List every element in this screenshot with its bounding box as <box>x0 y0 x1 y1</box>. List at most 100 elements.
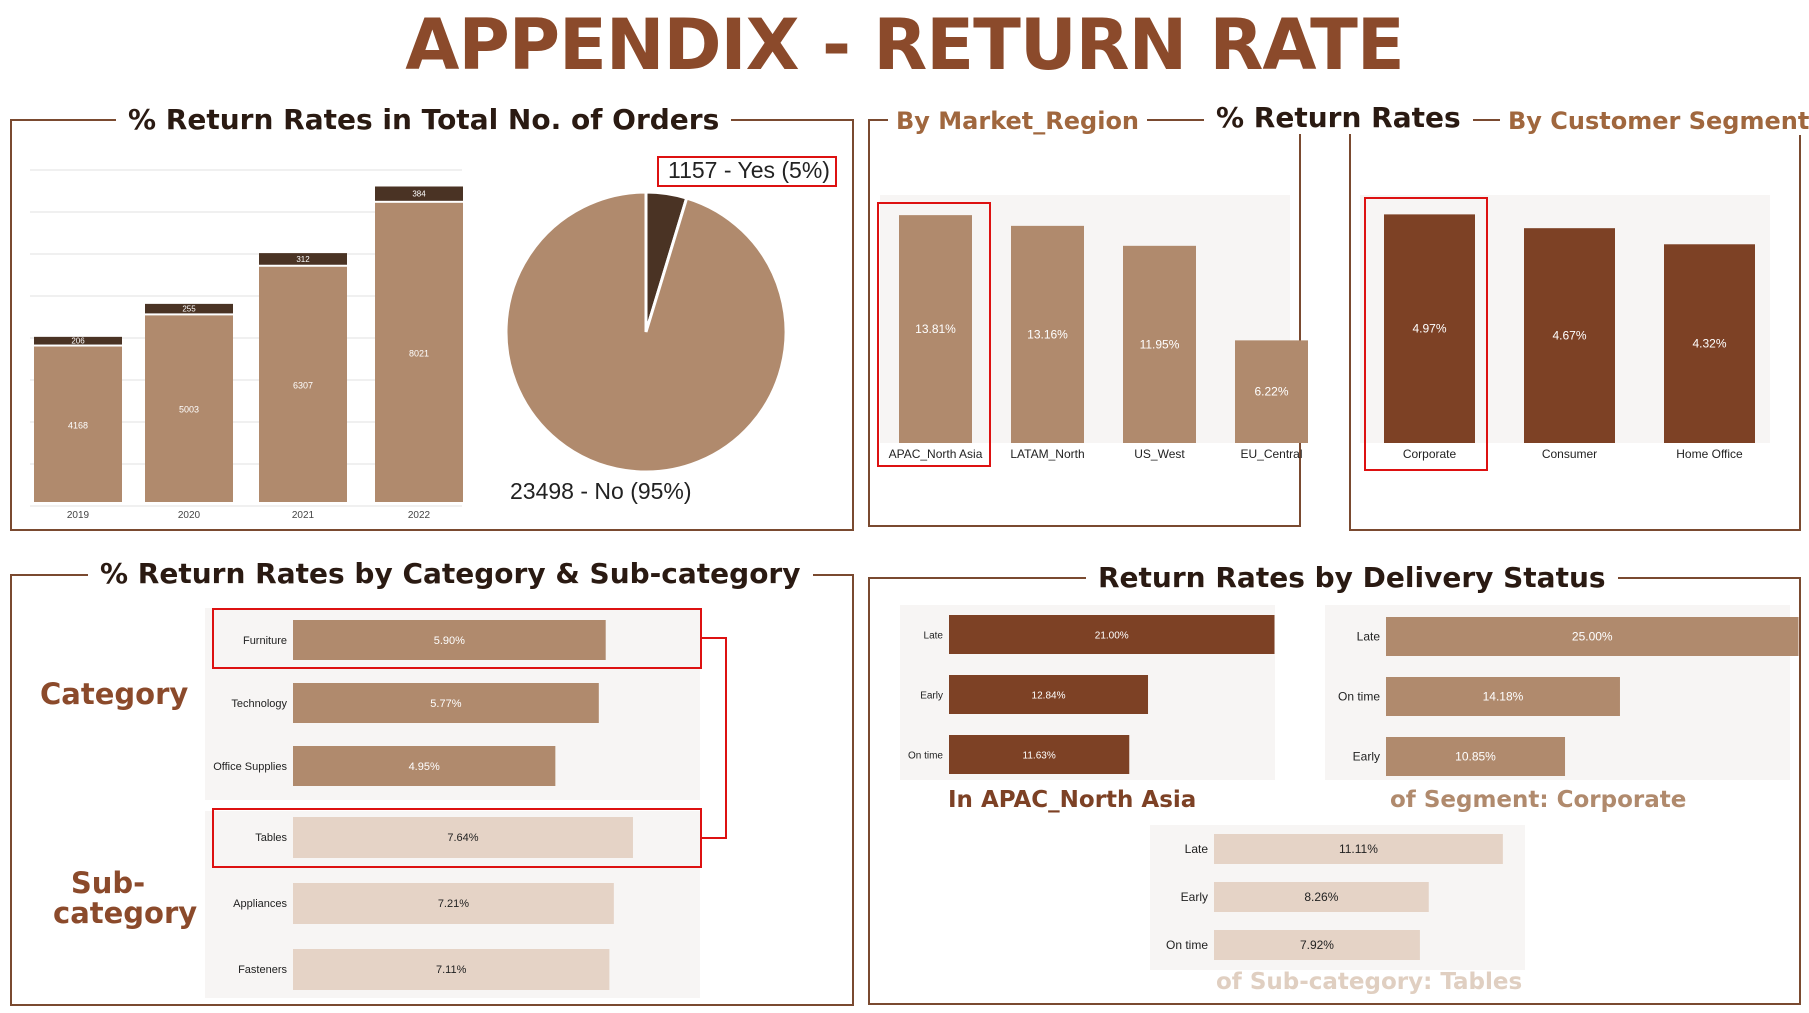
bar-yes-label: 384 <box>412 190 426 199</box>
customer-segment-chart: 4.97% Corporate 4.67% Consumer 4.32% Home Off… <box>1360 195 1770 461</box>
delivery-tables-chart: 11.11% Late 8.26% Early 7.92% On time <box>1150 825 1525 970</box>
bar <box>949 735 1130 774</box>
apac-caption: In APAC_North Asia <box>948 787 1197 813</box>
y-tick-label: Late <box>924 631 944 642</box>
bar <box>293 620 606 660</box>
bar <box>949 675 1149 714</box>
bar <box>1011 225 1084 443</box>
x-tick-label: 2021 <box>292 510 315 521</box>
bar-no <box>34 346 122 502</box>
bar-value-label: 13.81% <box>915 322 956 336</box>
y-tick-label: Fasteners <box>238 964 287 976</box>
bar-yes-label: 312 <box>296 255 310 264</box>
x-tick-label: Home Office <box>1676 447 1743 461</box>
delivery-panel-title: Return Rates by Delivery Status <box>1086 561 1618 594</box>
market-panel-title: By Market_Region <box>888 107 1148 135</box>
bar-value-label: 7.92% <box>1300 938 1334 952</box>
bar-value-label: 8.26% <box>1304 890 1338 904</box>
x-tick-label: US_West <box>1134 447 1185 461</box>
apac-highlight <box>877 202 991 467</box>
bar-no-label: 5003 <box>179 405 199 415</box>
y-tick-label: Early <box>1353 750 1380 764</box>
category-label: Category <box>40 677 189 711</box>
pie-slice-no <box>504 190 788 474</box>
bar-yes-label: 206 <box>71 337 85 346</box>
y-tick-label: On time <box>1166 938 1208 952</box>
bar-no <box>375 202 463 502</box>
highlight-connector-line <box>702 637 727 839</box>
bar <box>1214 882 1429 912</box>
bar <box>293 683 599 723</box>
bar-value-label: 14.18% <box>1483 690 1524 704</box>
x-tick-label: 2019 <box>67 510 90 521</box>
bar-yes <box>375 186 463 201</box>
x-tick-label: 2022 <box>408 510 431 521</box>
bar-value-label: 11.11% <box>1339 842 1378 856</box>
x-tick-label: Consumer <box>1542 447 1597 461</box>
x-tick-label: EU_Central <box>1240 447 1302 461</box>
orders-panel-title: % Return Rates in Total No. of Orders <box>116 103 732 136</box>
delivery-corporate-chart: 25.00% Late 14.18% On time 10.85% Early <box>1325 605 1799 780</box>
bar-value-label: 11.95% <box>1140 337 1180 351</box>
y-tick-label: Furniture <box>243 635 287 647</box>
market-region-chart: 13.81% APAC_North Asia 13.16% LATAM_North 11… <box>880 195 1308 461</box>
bar <box>1664 244 1755 443</box>
bar-value-label: 4.97% <box>1412 322 1446 336</box>
bar <box>949 615 1275 654</box>
category-panel-title: % Return Rates by Category & Sub-categor… <box>88 557 813 590</box>
return-rates-title: % Return Rates <box>1204 101 1473 134</box>
bar <box>1214 930 1420 960</box>
y-tick-label: Late <box>1185 842 1209 856</box>
bar <box>1386 617 1799 656</box>
bar <box>1123 245 1196 443</box>
y-tick-label: Late <box>1357 630 1381 644</box>
bar <box>1214 834 1503 864</box>
bar-value-label: 11.63% <box>1023 751 1056 762</box>
bar-yes-label: 255 <box>182 305 196 314</box>
bar <box>1235 340 1308 443</box>
y-tick-label: Technology <box>231 698 287 710</box>
bar-no-label: 4168 <box>68 420 88 430</box>
bar-value-label: 7.64% <box>447 832 478 844</box>
corporate-highlight <box>1364 197 1488 471</box>
pie-yes-highlight <box>657 156 837 187</box>
bar <box>293 883 614 924</box>
bar <box>1524 228 1615 443</box>
pie-no-label: 23498 - No (95%) <box>510 478 692 504</box>
corporate-caption: of Segment: Corporate <box>1390 787 1687 813</box>
y-tick-label: Tables <box>255 832 287 844</box>
bar-yes <box>34 336 122 345</box>
x-tick-label: LATAM_North <box>1010 447 1084 461</box>
bar-value-label: 4.32% <box>1692 337 1726 351</box>
y-tick-label: Early <box>1181 890 1208 904</box>
y-tick-label: Office Supplies <box>213 761 287 773</box>
bar-value-label: 10.85% <box>1455 750 1496 764</box>
highlight-connector <box>702 637 727 839</box>
bar-value-label: 5.77% <box>430 698 461 710</box>
category-chart: 5.90% Furniture 5.77% Technology 4.95% Office… <box>205 608 700 998</box>
bar-no <box>259 266 347 502</box>
orders-by-year-chart: 4168 206 2019 5003 255 2020 6307 312 2021 8021 384… <box>30 169 463 521</box>
bar-value-label: 21.00% <box>1095 631 1129 642</box>
segment-panel-title: By Customer Segment <box>1500 107 1809 135</box>
bar-value-label: 13.16% <box>1027 327 1068 341</box>
y-tick-label: On time <box>908 751 943 762</box>
bar <box>1384 214 1475 443</box>
subcategory-label-text: Sub-category <box>53 866 198 930</box>
bar-no <box>145 315 233 502</box>
bar <box>1386 677 1620 716</box>
bar-value-label: 7.11% <box>436 964 467 976</box>
delivery-apac-chart: 21.00% Late 12.84% Early 11.63% On time <box>900 605 1275 780</box>
bar-value-label: 4.95% <box>409 761 440 773</box>
furniture-highlight <box>212 608 702 669</box>
bar <box>293 746 556 786</box>
x-tick-label: APAC_North Asia <box>889 447 983 461</box>
y-tick-label: Appliances <box>233 898 287 910</box>
subcategory-label: Sub-category <box>0 868 216 928</box>
bar-value-label: 5.90% <box>434 635 465 647</box>
bar-value-label: 4.67% <box>1552 329 1586 343</box>
bar-value-label: 12.84% <box>1032 691 1066 702</box>
bar <box>293 817 633 858</box>
bar-no-label: 6307 <box>293 380 313 390</box>
bar-no-label: 8021 <box>409 348 429 358</box>
